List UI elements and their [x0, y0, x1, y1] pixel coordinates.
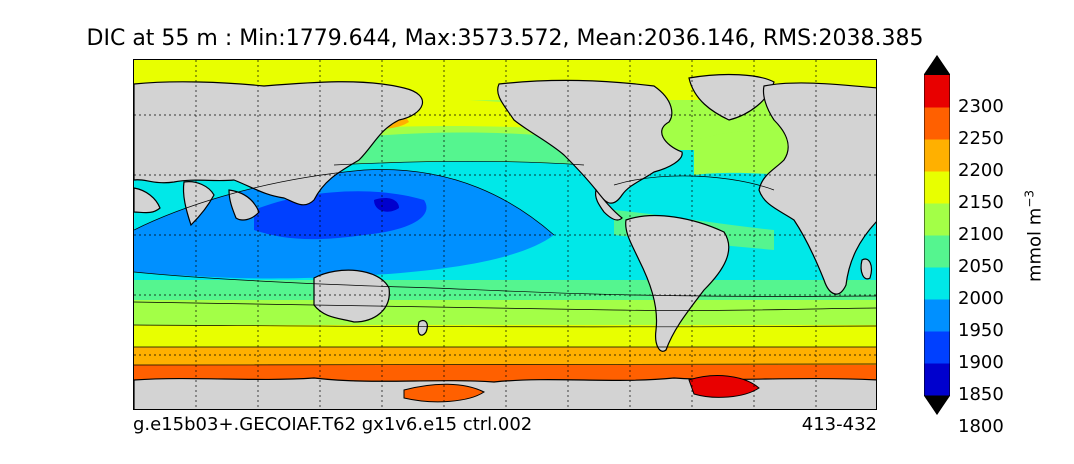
case-name-label: g.e15b03+.GECOIAF.T62 gx1v6.e15 ctrl.002: [133, 414, 533, 435]
graticule: [134, 60, 876, 409]
land-south-america: [625, 214, 730, 352]
colorbar-tick-label: 2200: [958, 160, 1004, 181]
colorbar-tick-label: 1850: [958, 384, 1004, 405]
units-exponent: −3: [1022, 189, 1037, 208]
colorbar-tick-label: 2000: [958, 288, 1004, 309]
ocean-region-north-pacific-subpolar: [334, 132, 584, 165]
colorbar-segment: [924, 299, 950, 332]
colorbar-tick-label: 2100: [958, 224, 1004, 245]
land-north-america: [497, 79, 683, 204]
ocean-region-north-atlantic-cyan: [612, 175, 774, 222]
colorbar-extend-max: [924, 55, 950, 75]
colorbar-segment: [924, 363, 950, 396]
colorbar-segment: [924, 203, 950, 236]
ocean-band-southern-orange: [134, 347, 876, 365]
land-antarctica: [134, 377, 876, 409]
colorbar-tick-label: 1900: [958, 352, 1004, 373]
land-greenland: [688, 73, 775, 121]
dic-map: [134, 60, 876, 409]
ocean-region-ross-sea-red: [403, 383, 485, 403]
colorbar-outline: [924, 55, 950, 415]
ocean-region-weddell-sea-red: [688, 375, 760, 398]
land-india: [182, 181, 215, 227]
units-text: mmol m: [1024, 207, 1046, 283]
land-central-america: [594, 188, 623, 221]
colorbar: [924, 55, 950, 415]
plot-title: DIC at 55 m : Min:1779.644, Max:3573.572…: [86, 26, 924, 51]
colorbar-units-label: mmol m−3: [1023, 190, 1046, 282]
land-southeast-asia: [228, 189, 260, 221]
colorbar-segment: [924, 171, 950, 204]
colorbar-segment: [924, 75, 950, 108]
land-masses: [134, 73, 876, 409]
land-new-zealand: [417, 319, 428, 336]
map-panel: [133, 59, 877, 410]
colorbar-extend-min: [924, 395, 950, 415]
colorbar-tick-label: 2050: [958, 256, 1004, 277]
land-eurasia: [134, 81, 424, 206]
land-africa-europe: [758, 82, 876, 295]
colorbar-segment: [924, 267, 950, 300]
colorbar-segment: [924, 107, 950, 140]
ocean-region-warm-pool-1850: [374, 197, 399, 212]
colorbar-tick-label: 2150: [958, 192, 1004, 213]
colorbar-tick-label: 1800: [958, 416, 1004, 437]
colorbar-tick-label: 2300: [958, 96, 1004, 117]
colorbar-segment: [924, 331, 950, 364]
colorbar-segment: [924, 139, 950, 172]
land-australia: [313, 269, 390, 323]
ocean-band-southern: [134, 325, 876, 347]
colorbar-tick-label: 1950: [958, 320, 1004, 341]
land-madagascar: [860, 258, 873, 280]
land-arabia: [134, 187, 161, 214]
colorbar-tick-label: 2250: [958, 128, 1004, 149]
colorbar-segment: [924, 235, 950, 268]
years-label: 413-432: [801, 414, 877, 435]
